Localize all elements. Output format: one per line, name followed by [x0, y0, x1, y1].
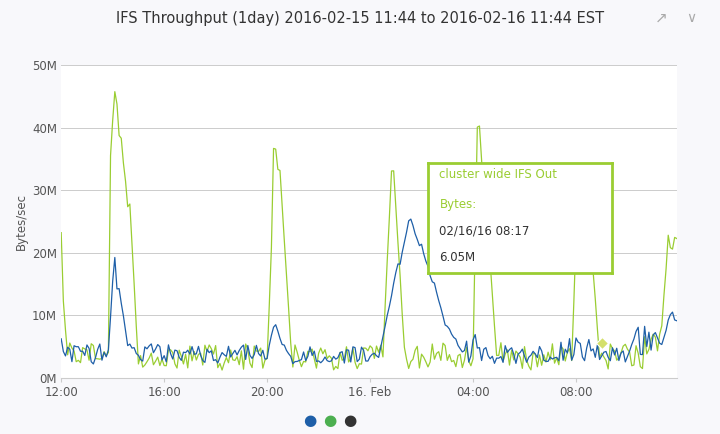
Text: Bytes:: Bytes:	[439, 198, 477, 211]
Text: ●: ●	[343, 413, 356, 427]
Text: 02/16/16 08:17: 02/16/16 08:17	[439, 225, 530, 238]
Text: cluster wide IFS Out: cluster wide IFS Out	[439, 168, 557, 181]
Text: ↗: ↗	[654, 11, 667, 26]
Y-axis label: Bytes/sec: Bytes/sec	[15, 193, 28, 250]
Text: 6.05M: 6.05M	[439, 251, 475, 264]
Text: ●: ●	[323, 413, 336, 427]
Text: IFS Throughput (1day) 2016-02-15 11:44 to 2016-02-16 11:44 EST: IFS Throughput (1day) 2016-02-15 11:44 t…	[116, 11, 604, 26]
Text: ●: ●	[303, 413, 316, 427]
Text: ∨: ∨	[686, 11, 696, 25]
